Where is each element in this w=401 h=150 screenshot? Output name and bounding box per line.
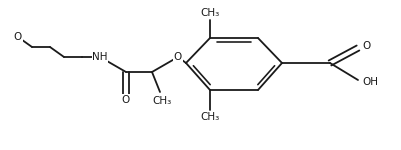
Text: CH₃: CH₃	[200, 112, 220, 122]
Text: CH₃: CH₃	[152, 96, 172, 106]
Text: O: O	[14, 32, 22, 42]
Text: CH₃: CH₃	[200, 8, 220, 18]
Text: O: O	[122, 95, 130, 105]
Text: O: O	[362, 41, 370, 51]
Text: NH: NH	[92, 52, 108, 62]
Text: O: O	[174, 52, 182, 62]
Text: OH: OH	[362, 77, 378, 87]
